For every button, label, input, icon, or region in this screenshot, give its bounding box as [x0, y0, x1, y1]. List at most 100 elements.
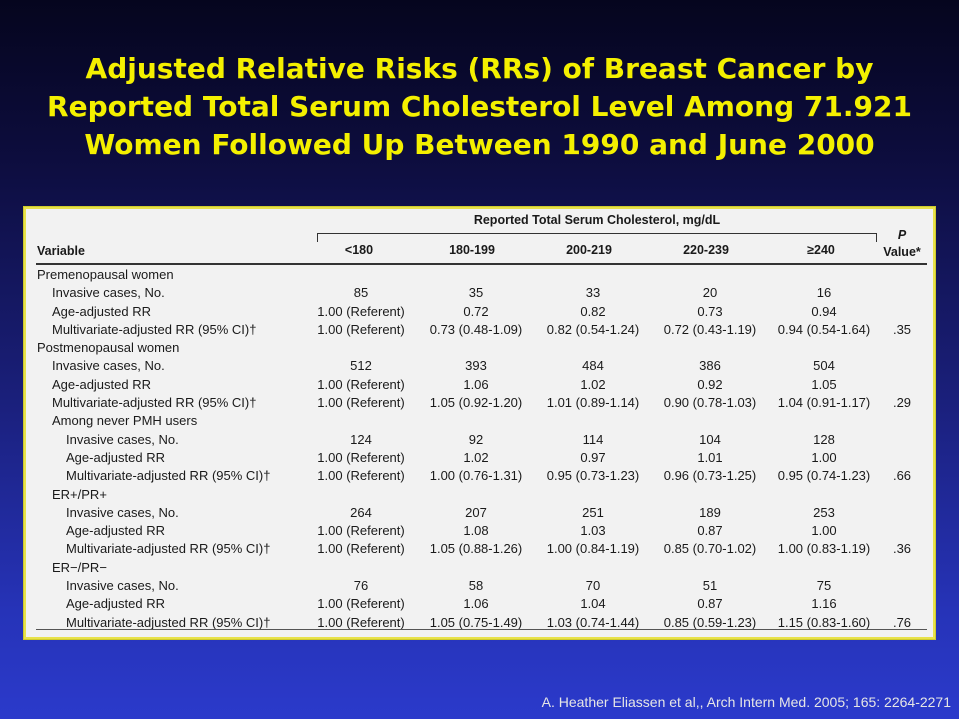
table-cell: 1.00	[811, 523, 837, 539]
table-cell: 128	[813, 431, 835, 447]
table-cell: 0.72	[463, 303, 489, 319]
table-cell: 35	[468, 285, 484, 301]
slide-title: Adjusted Relative Risks (RRs) of Breast …	[20, 50, 939, 164]
table-cell: 1.05 (0.88-1.26)	[429, 541, 523, 557]
citation: A. Heather Eliassen et al,, Arch Intern …	[541, 694, 951, 710]
table-cell: 85	[353, 285, 369, 301]
table-cell: 1.00 (Referent)	[317, 395, 405, 411]
table-cell: 16	[816, 285, 832, 301]
table-cell: 189	[699, 504, 721, 520]
column-header-180-199: 180-199	[449, 243, 495, 257]
table-row: Age-adjusted RR 1.00 (Referent) 1.08 1.03 0.…	[24, 522, 935, 540]
column-group-bracket	[317, 233, 877, 242]
table-cell: 33	[585, 285, 601, 301]
row-label: Premenopausal women	[37, 267, 174, 282]
table-cell: 0.82 (0.54-1.24)	[546, 321, 640, 337]
row-label: ER+/PR+	[52, 486, 107, 502]
p-value-cell: .29	[892, 395, 912, 411]
table-row: Invasive cases, No. 264 207 251 189 253	[24, 504, 935, 522]
column-header-220-239: 220-239	[683, 243, 729, 257]
table-cell: 1.01 (0.89-1.14)	[546, 395, 640, 411]
table-row: Multivariate-adjusted RR (95% CI)† 1.00 (…	[24, 321, 935, 339]
table-cell: 1.00 (Referent)	[317, 541, 405, 557]
row-label: Multivariate-adjusted RR (95% CI)†	[66, 614, 271, 630]
row-label: Invasive cases, No.	[66, 578, 179, 594]
table-cell: 0.72 (0.43-1.19)	[663, 321, 757, 337]
table-cell: 251	[582, 504, 604, 520]
table-cell: 207	[465, 504, 487, 520]
table-row: Postmenopausal women	[24, 339, 935, 357]
table-cell: 0.87	[697, 523, 723, 539]
table-cell: 1.05 (0.75-1.49)	[429, 614, 523, 630]
table-cell: 0.87	[697, 596, 723, 612]
table-cell: 0.90 (0.78-1.03)	[663, 395, 757, 411]
table-cell: 1.08	[463, 523, 489, 539]
table-row: Invasive cases, No. 512 393 484 386 504	[24, 357, 935, 375]
row-label: Invasive cases, No.	[52, 285, 165, 301]
p-value-cell: .66	[892, 468, 912, 484]
column-header-lt180: <180	[344, 243, 374, 257]
table-cell: 512	[350, 358, 372, 374]
table-row: ER−/PR−	[24, 559, 935, 577]
table-cell: 0.95 (0.73-1.23)	[546, 468, 640, 484]
table-row: Multivariate-adjusted RR (95% CI)† 1.00 (…	[24, 394, 935, 412]
table-row: Premenopausal women	[24, 266, 935, 284]
table-cell: 0.85 (0.70-1.02)	[663, 541, 757, 557]
table-row: Invasive cases, No. 76 58 70 51 75	[24, 577, 935, 595]
table-cell: 1.00	[811, 449, 837, 465]
p-value-header: P Value*	[876, 227, 928, 261]
table-row: Age-adjusted RR 1.00 (Referent) 1.06 1.04 0.…	[24, 595, 935, 613]
table-cell: 124	[350, 431, 372, 447]
header-rule	[36, 263, 927, 265]
table-cell: 1.06	[463, 596, 489, 612]
table-cell: 0.73	[697, 303, 723, 319]
slide-title-line-1: Adjusted Relative Risks (RRs) of Breast …	[85, 52, 874, 85]
table-row: Invasive cases, No. 85 35 33 20 16	[24, 284, 935, 302]
p-value-cell: .36	[892, 541, 912, 557]
table-cell: 114	[582, 431, 604, 447]
p-value-header-letter: P	[897, 228, 907, 242]
column-header-ge240: ≥240	[807, 243, 835, 257]
table-header: Reported Total Serum Cholesterol, mg/dL …	[24, 207, 935, 267]
table-cell: 70	[585, 578, 601, 594]
row-label: ER−/PR−	[52, 559, 107, 575]
row-label: Age-adjusted RR	[66, 449, 165, 465]
table-row: Invasive cases, No. 124 92 114 104 128	[24, 431, 935, 449]
table-cell: 1.00 (0.84-1.19)	[546, 541, 640, 557]
row-label: Age-adjusted RR	[66, 523, 165, 539]
table-cell: 0.94 (0.54-1.64)	[777, 321, 871, 337]
table-cell: 0.94	[811, 303, 837, 319]
table-cell: 51	[702, 578, 718, 594]
p-value-cell: .76	[892, 614, 912, 630]
column-header-200-219: 200-219	[566, 243, 612, 257]
table-cell: 1.03 (0.74-1.44)	[546, 614, 640, 630]
table-cell: 1.00 (0.83-1.19)	[777, 541, 871, 557]
table-cell: 76	[353, 578, 369, 594]
table-cell: 1.00 (Referent)	[317, 596, 405, 612]
row-label: Invasive cases, No.	[52, 358, 165, 374]
table-row: Age-adjusted RR 1.00 (Referent) 0.72 0.82 0.…	[24, 303, 935, 321]
table-cell: 1.05	[811, 376, 837, 392]
row-label: Invasive cases, No.	[66, 431, 179, 447]
table-cell: 104	[699, 431, 721, 447]
bottom-rule	[36, 629, 927, 630]
table-cell: 75	[816, 578, 832, 594]
table-cell: 0.92	[697, 376, 723, 392]
table-cell: 1.05 (0.92-1.20)	[429, 395, 523, 411]
row-label: Age-adjusted RR	[52, 376, 151, 392]
p-value-cell: .35	[892, 321, 912, 337]
table-cell: 1.02	[580, 376, 606, 392]
results-table: Reported Total Serum Cholesterol, mg/dL …	[23, 206, 936, 640]
table-cell: 1.15 (0.83-1.60)	[777, 614, 871, 630]
table-cell: 253	[813, 504, 835, 520]
row-label: Multivariate-adjusted RR (95% CI)†	[66, 541, 271, 557]
table-cell: 1.00 (Referent)	[317, 303, 405, 319]
table-row: ER+/PR+	[24, 486, 935, 504]
table-cell: 1.00 (Referent)	[317, 468, 405, 484]
p-value-header-label: Value*	[883, 245, 921, 259]
table-cell: 386	[699, 358, 721, 374]
table-row: Age-adjusted RR 1.00 (Referent) 1.06 1.02 0.…	[24, 376, 935, 394]
table-body: Premenopausal women Invasive cases, No. 85…	[24, 266, 935, 632]
table-row: Multivariate-adjusted RR (95% CI)† 1.00 (…	[24, 467, 935, 485]
row-label: Multivariate-adjusted RR (95% CI)†	[66, 468, 271, 484]
